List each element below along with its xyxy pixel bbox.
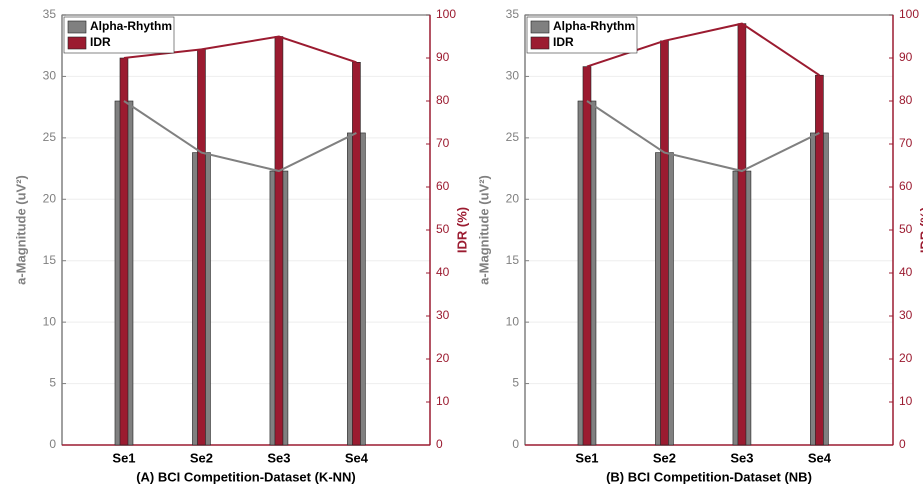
x-tick-label: Se3	[267, 450, 290, 465]
x-axis-label: (A) BCI Competition-Dataset (K-NN)	[136, 469, 356, 484]
y-tick-label: 5	[512, 376, 519, 390]
y2-tick-label: 0	[899, 437, 906, 451]
y-tick-label: 15	[506, 253, 520, 267]
y-tick-label: 20	[43, 191, 57, 205]
y2-tick-label: 80	[899, 93, 913, 107]
y-axis-label: a-Magnitude (uV²)	[13, 175, 28, 285]
y2-tick-label: 20	[436, 351, 450, 365]
legend-swatch	[530, 36, 550, 50]
y2-tick-label: 70	[436, 136, 450, 150]
y2-tick-label: 50	[899, 222, 913, 236]
y-axis-label: a-Magnitude (uV²)	[476, 175, 491, 285]
y-tick-label: 10	[506, 314, 520, 328]
y-tick-label: 10	[43, 314, 57, 328]
legend-swatch	[530, 20, 550, 34]
bar	[352, 61, 361, 446]
y2-tick-label: 60	[436, 179, 450, 193]
y2-tick-label: 40	[436, 265, 450, 279]
y2-tick-label: 10	[899, 394, 913, 408]
y2-tick-label: 30	[899, 308, 913, 322]
y-tick-label: 5	[49, 376, 56, 390]
y-tick-label: 0	[49, 437, 56, 451]
x-axis-label: (B) BCI Competition-Dataset (NB)	[606, 469, 812, 484]
y-tick-label: 30	[506, 69, 520, 83]
y2-tick-label: 90	[436, 50, 450, 64]
x-tick-label: Se3	[730, 450, 753, 465]
y-tick-label: 25	[43, 130, 57, 144]
y2-tick-label: 50	[436, 222, 450, 236]
x-tick-label: Se4	[345, 450, 369, 465]
y-tick-label: 35	[43, 7, 57, 21]
x-tick-label: Se2	[190, 450, 213, 465]
line	[123, 100, 357, 173]
x-tick-label: Se2	[653, 450, 676, 465]
y-tick-label: 35	[506, 7, 520, 21]
bar	[274, 36, 284, 446]
y2-tick-label: 90	[899, 50, 913, 64]
y2-tick-label: 10	[436, 394, 450, 408]
y2-tick-label: 60	[899, 179, 913, 193]
legend-swatch	[67, 20, 87, 34]
y2-tick-label: 100	[436, 7, 456, 21]
x-tick-label: Se1	[575, 450, 598, 465]
legend-label: IDR	[553, 35, 574, 49]
bar	[660, 40, 669, 446]
y2-tick-label: 30	[436, 308, 450, 322]
legend-label: Alpha-Rhythm	[90, 19, 172, 33]
y-tick-label: 15	[43, 253, 57, 267]
x-tick-label: Se1	[112, 450, 135, 465]
bar	[197, 49, 206, 446]
y2-axis-label: IDR (%)	[917, 207, 923, 253]
y2-tick-label: 80	[436, 93, 450, 107]
line	[586, 22, 820, 77]
legend-swatch	[67, 36, 87, 50]
bar	[119, 57, 129, 446]
line	[123, 35, 357, 64]
y2-tick-label: 0	[436, 437, 443, 451]
line	[586, 100, 820, 173]
bar	[815, 74, 824, 446]
y2-tick-label: 70	[899, 136, 913, 150]
y-tick-label: 20	[506, 191, 520, 205]
bar	[582, 66, 592, 446]
x-tick-label: Se4	[808, 450, 832, 465]
y-tick-label: 0	[512, 437, 519, 451]
y2-tick-label: 20	[899, 351, 913, 365]
legend-label: IDR	[90, 35, 111, 49]
y-tick-label: 30	[43, 69, 57, 83]
y-tick-label: 25	[506, 130, 520, 144]
y2-tick-label: 40	[899, 265, 913, 279]
y2-tick-label: 100	[899, 7, 919, 21]
y2-axis-label: IDR (%)	[454, 207, 469, 253]
legend-label: Alpha-Rhythm	[553, 19, 635, 33]
bar	[737, 23, 747, 446]
